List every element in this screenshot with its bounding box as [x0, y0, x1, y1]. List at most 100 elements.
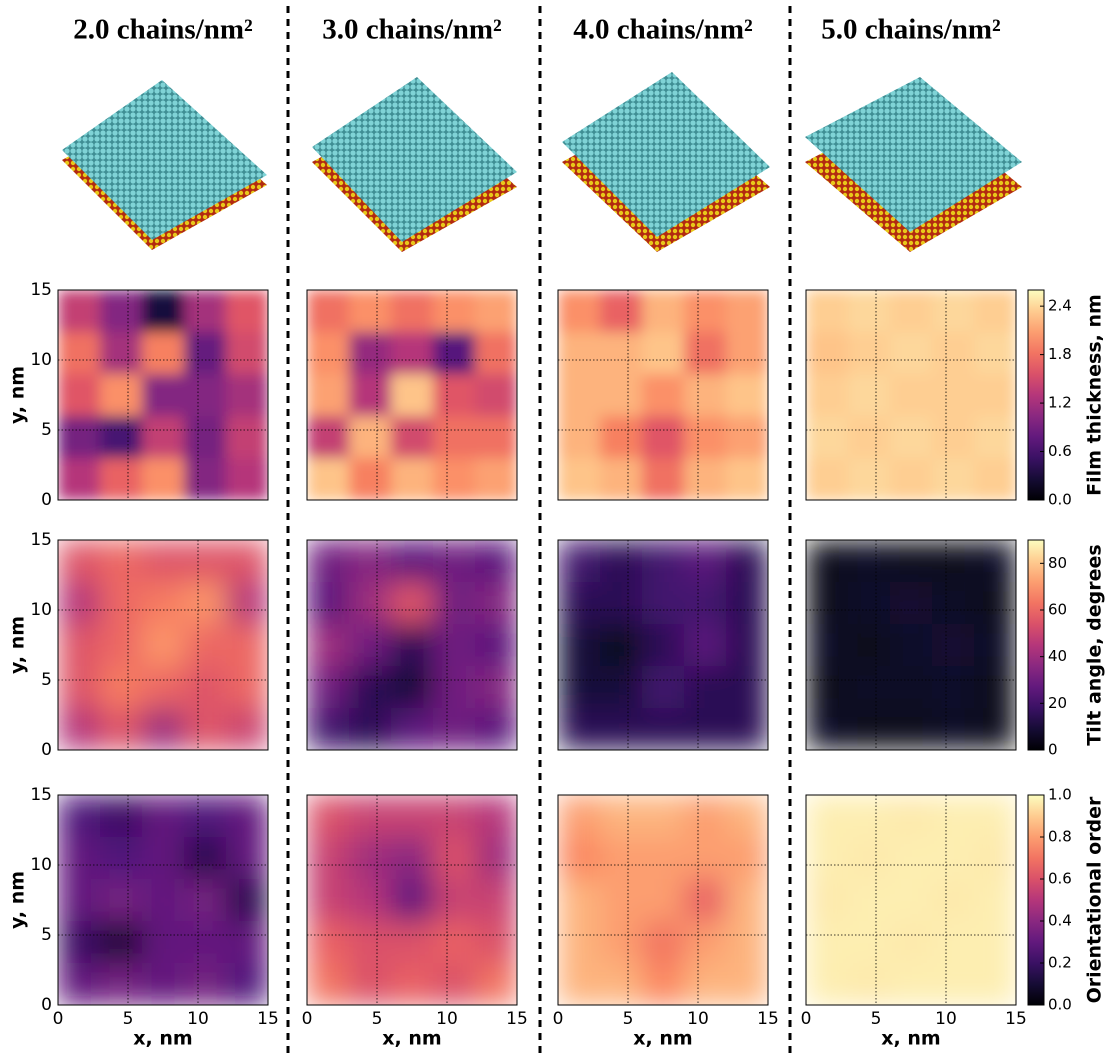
heatmap-cell	[391, 921, 434, 964]
heatmap	[806, 795, 1017, 1006]
heatmap-cell	[726, 624, 769, 667]
x-axis-label: x, nm	[382, 1028, 441, 1050]
colorbar	[1028, 290, 1044, 500]
column-title: 2.0 chains/nm²	[73, 14, 253, 46]
heatmap-cell	[391, 416, 434, 459]
heatmap-cell	[184, 795, 227, 838]
heatmap-cell	[142, 963, 185, 1006]
heatmap-cell	[558, 879, 601, 922]
heatmap-cell	[600, 708, 643, 751]
heatmap-cell	[848, 458, 891, 501]
y-tick-label: 5	[41, 925, 52, 945]
heatmap-cell	[391, 963, 434, 1006]
heatmap-cell	[58, 708, 101, 751]
colorbar-tick-label: 20	[1048, 694, 1067, 712]
heatmap-cell	[932, 540, 975, 583]
column-title: 3.0 chains/nm²	[322, 14, 502, 46]
heatmap-cell	[974, 416, 1017, 459]
heatmap-cell	[100, 290, 143, 333]
heatmap-cell	[642, 666, 685, 709]
heatmap-cell	[184, 624, 227, 667]
heatmap-cell	[642, 290, 685, 333]
heatmap-cell	[932, 708, 975, 751]
heatmap-cell	[391, 837, 434, 880]
heatmap-cell	[974, 582, 1017, 625]
heatmap-cell	[558, 795, 601, 838]
heatmap-cell	[307, 879, 350, 922]
heatmap-cell	[974, 921, 1017, 964]
heatmap-cell	[932, 290, 975, 333]
x-tick-label: 5	[372, 1009, 383, 1029]
heatmap-cell	[890, 666, 933, 709]
heatmap-cell	[58, 666, 101, 709]
heatmap-cell	[974, 963, 1017, 1006]
colorbar-tick-label: 0	[1048, 741, 1058, 759]
x-tick-label: 10	[935, 1009, 957, 1029]
heatmap-cell	[848, 416, 891, 459]
heatmap-cell	[848, 374, 891, 417]
heatmap-cell	[642, 458, 685, 501]
heatmap-cell	[475, 332, 518, 375]
y-tick-label: 0	[41, 740, 52, 760]
heatmap-cell	[349, 921, 392, 964]
heatmap-cell	[475, 837, 518, 880]
heatmap-cell	[58, 624, 101, 667]
heatmap-cell	[684, 624, 727, 667]
heatmap-cell	[558, 416, 601, 459]
heatmap-cell	[600, 416, 643, 459]
snapshot	[62, 80, 267, 250]
heatmap-cell	[890, 879, 933, 922]
heatmap-cell	[142, 624, 185, 667]
heatmap-cell	[848, 708, 891, 751]
heatmap-cell	[391, 374, 434, 417]
heatmap-cell	[100, 332, 143, 375]
heatmap-cell	[58, 795, 101, 838]
heatmap-cell	[349, 708, 392, 751]
heatmap-cell	[433, 921, 476, 964]
y-tick-label: 15	[30, 280, 52, 300]
heatmap	[307, 290, 518, 501]
heatmap-cell	[307, 666, 350, 709]
x-tick-label: 15	[757, 1009, 779, 1029]
heatmap-cell	[642, 582, 685, 625]
heatmap-cell	[349, 624, 392, 667]
colorbar-tick-label: 0.0	[1048, 491, 1072, 509]
heatmap-cell	[848, 582, 891, 625]
heatmap	[558, 795, 769, 1006]
heatmap-cell	[58, 332, 101, 375]
heatmap-cell	[848, 921, 891, 964]
x-tick-label: 10	[187, 1009, 209, 1029]
heatmap-cell	[433, 708, 476, 751]
heatmap-cell	[100, 963, 143, 1006]
heatmap-cell	[475, 921, 518, 964]
heatmap-cell	[226, 666, 269, 709]
colorbar-tick-label: 0.0	[1048, 996, 1072, 1014]
heatmap-cell	[726, 290, 769, 333]
heatmap-cell	[184, 666, 227, 709]
heatmap-cell	[184, 963, 227, 1006]
heatmap-cell	[600, 624, 643, 667]
heatmap-cell	[932, 963, 975, 1006]
heatmap-cell	[684, 540, 727, 583]
heatmap-cell	[558, 582, 601, 625]
heatmap-cell	[349, 374, 392, 417]
heatmap-cell	[684, 666, 727, 709]
heatmap-cell	[726, 416, 769, 459]
heatmap-cell	[307, 540, 350, 583]
heatmap-cell	[974, 540, 1017, 583]
heatmap-cell	[433, 540, 476, 583]
heatmap-cell	[226, 708, 269, 751]
heatmap-cell	[100, 374, 143, 417]
heatmap-cell	[307, 963, 350, 1006]
y-tick-label: 15	[30, 530, 52, 550]
heatmap-cell	[932, 795, 975, 838]
heatmap-cell	[848, 332, 891, 375]
heatmap-cell	[726, 708, 769, 751]
heatmap-cell	[142, 795, 185, 838]
heatmap-cell	[642, 921, 685, 964]
heatmap-cell	[726, 921, 769, 964]
heatmap-cell	[100, 540, 143, 583]
heatmap-cell	[726, 332, 769, 375]
colorbar-tick-label: 1.2	[1048, 394, 1072, 412]
heatmap-cell	[600, 332, 643, 375]
